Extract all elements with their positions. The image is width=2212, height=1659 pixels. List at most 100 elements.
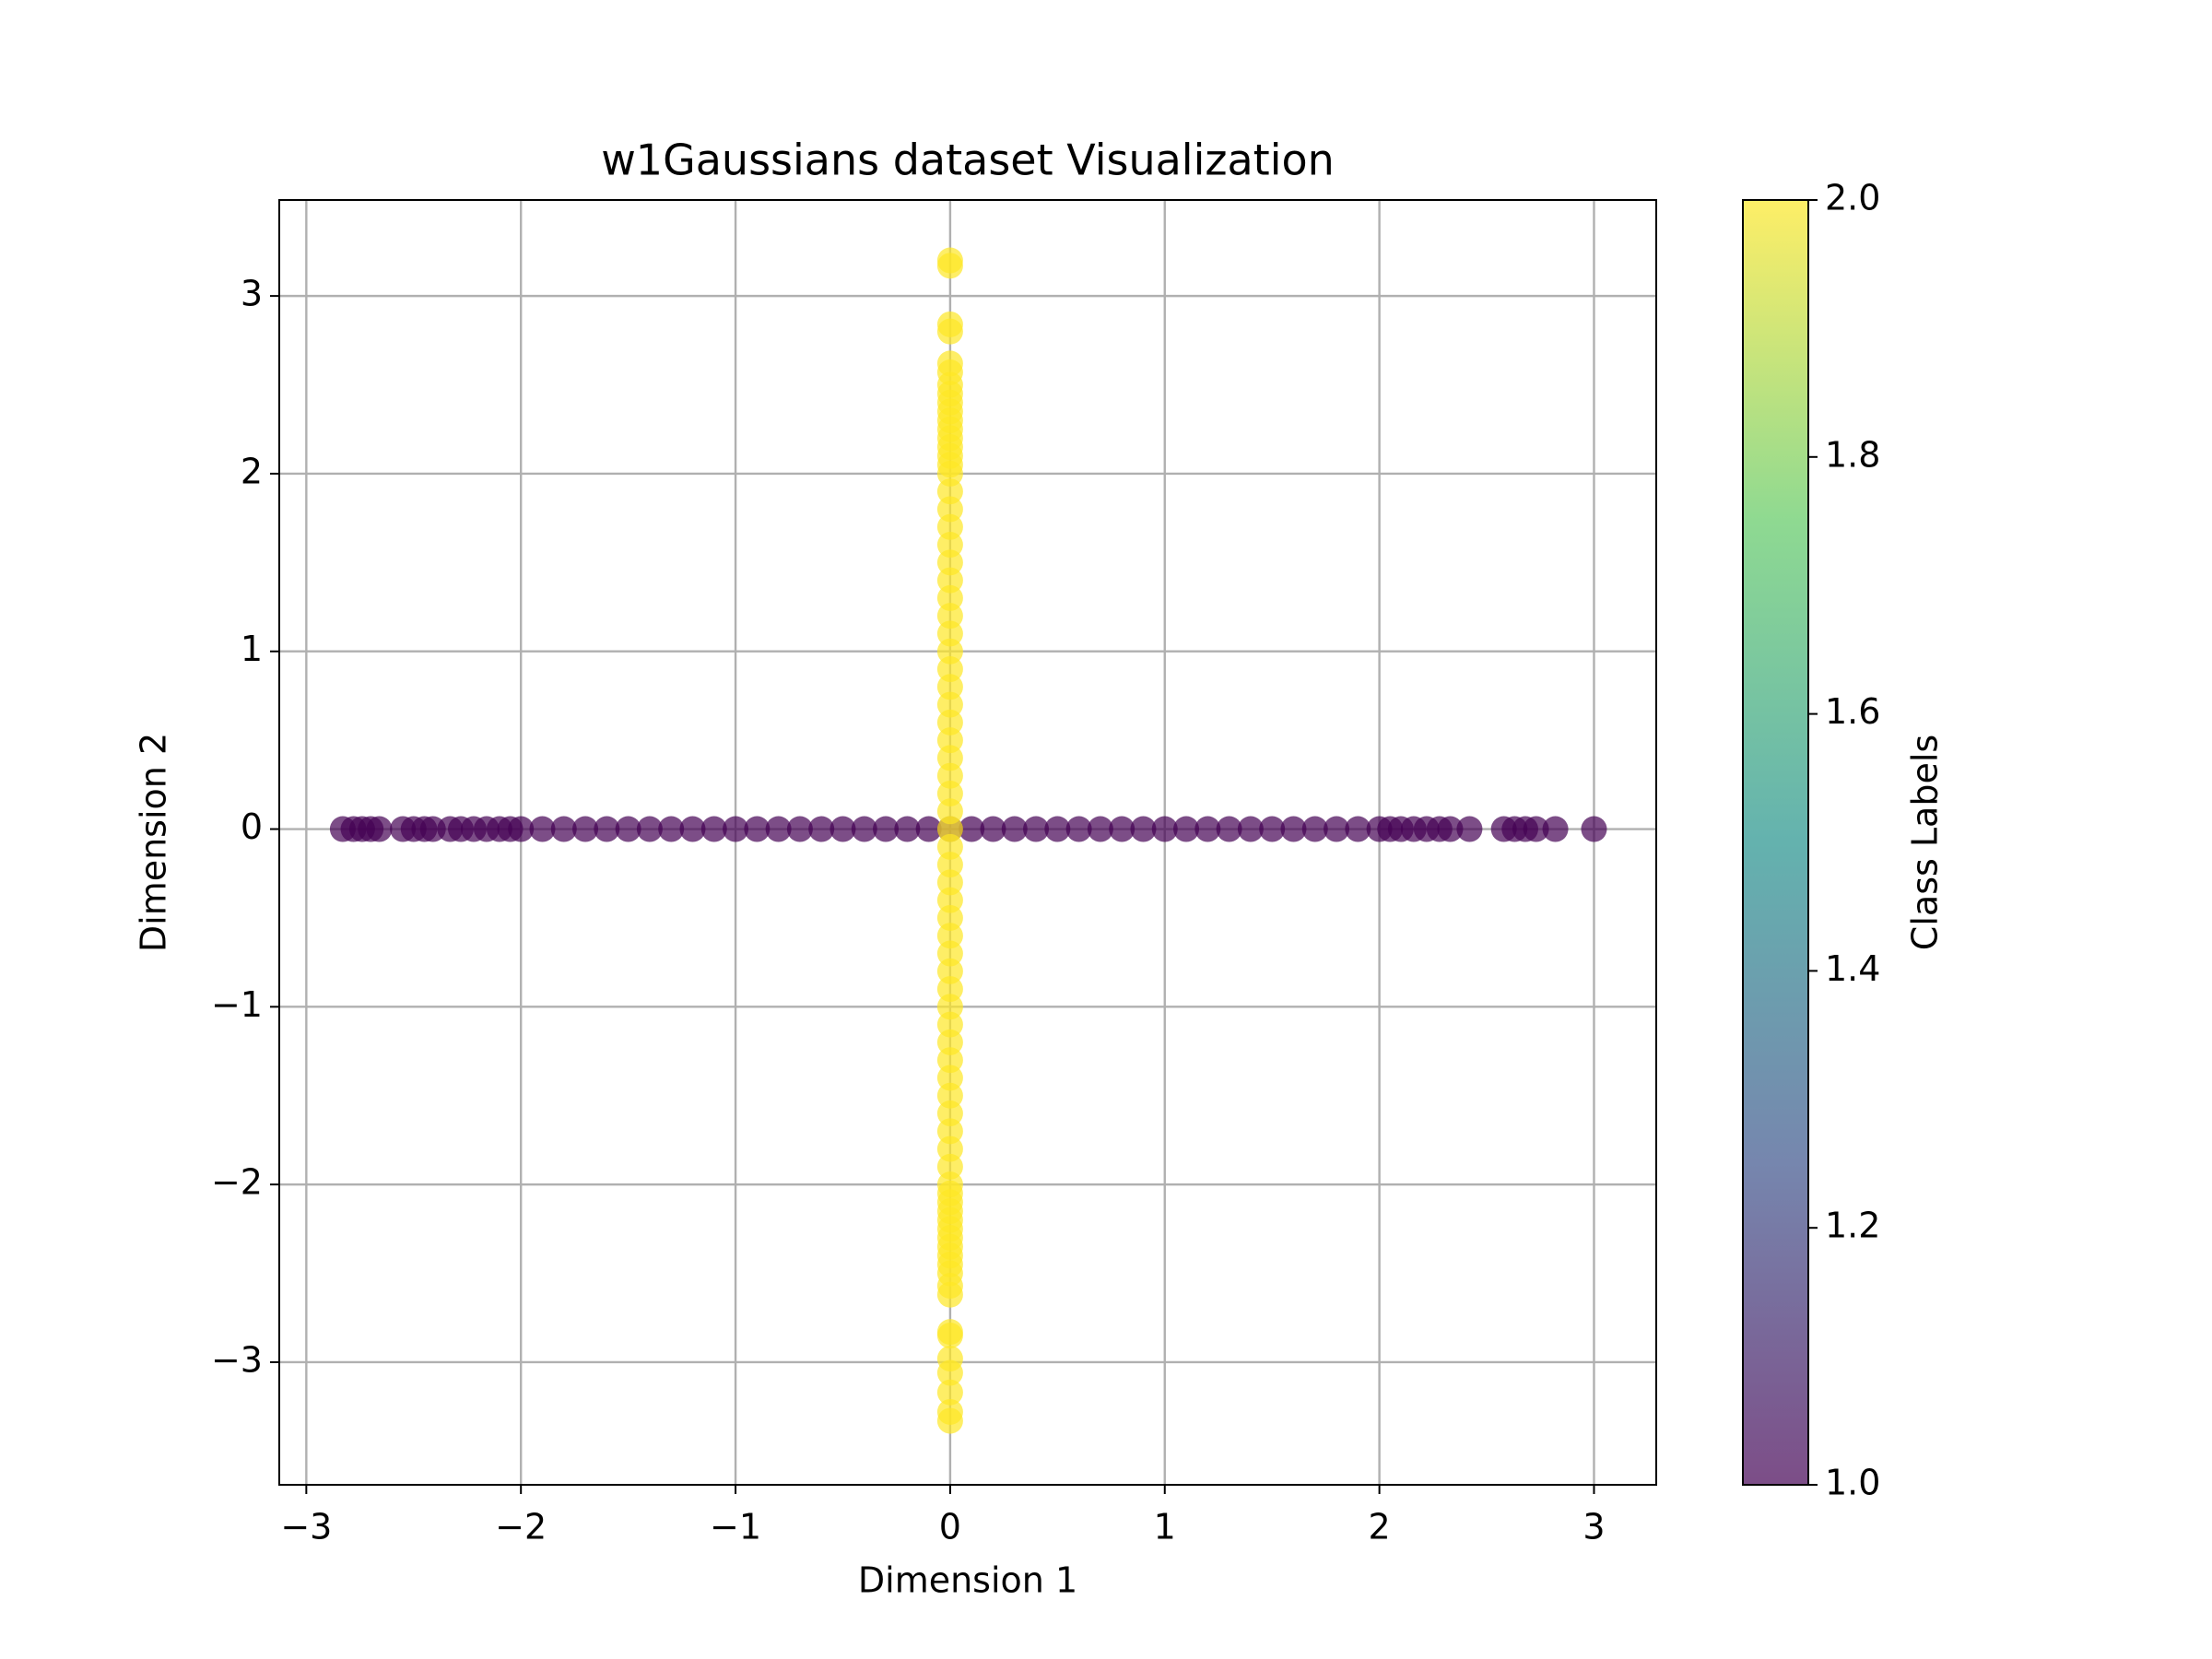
- point: [915, 816, 942, 842]
- point: [851, 816, 877, 842]
- point: [936, 1135, 963, 1162]
- point: [1437, 816, 1464, 842]
- point: [1456, 816, 1483, 842]
- colorbar: [1742, 199, 1809, 1486]
- y-axis-label: Dimension 2: [134, 733, 174, 952]
- point: [1087, 816, 1113, 842]
- point: [936, 709, 963, 735]
- point: [1345, 816, 1371, 842]
- point: [572, 816, 599, 842]
- point: [936, 1029, 963, 1055]
- point: [936, 816, 963, 842]
- x-tick-label: −1: [710, 1507, 761, 1547]
- point: [936, 350, 963, 377]
- point: [936, 247, 963, 274]
- point: [936, 994, 963, 1020]
- point: [936, 1346, 963, 1372]
- point: [1280, 816, 1307, 842]
- colorbar-tick-label: 1.4: [1825, 948, 1880, 989]
- series: [329, 816, 1607, 842]
- colorbar-tick-label: 2.0: [1825, 178, 1880, 218]
- point: [1259, 816, 1286, 842]
- point: [550, 816, 577, 842]
- x-axis-label: Dimension 1: [858, 1560, 1077, 1601]
- colorbar-tick-label: 1.0: [1825, 1463, 1880, 1503]
- point: [936, 1319, 963, 1346]
- point: [936, 852, 963, 878]
- point: [936, 745, 963, 771]
- point: [1023, 816, 1050, 842]
- series: [936, 247, 963, 1434]
- point: [936, 958, 963, 984]
- point: [936, 780, 963, 806]
- point: [1001, 816, 1028, 842]
- point: [700, 816, 727, 842]
- point: [873, 816, 900, 842]
- point: [765, 816, 792, 842]
- point: [936, 1171, 963, 1198]
- point: [936, 1379, 963, 1406]
- point: [1216, 816, 1242, 842]
- point: [786, 816, 813, 842]
- x-tick-label: −3: [280, 1507, 332, 1547]
- y-tick-label: 0: [241, 806, 263, 847]
- point: [1301, 816, 1328, 842]
- point: [1130, 816, 1157, 842]
- point: [936, 762, 963, 789]
- point: [936, 798, 963, 825]
- point: [936, 584, 963, 611]
- point: [1237, 816, 1264, 842]
- point: [1173, 816, 1200, 842]
- point: [936, 923, 963, 949]
- point: [508, 816, 535, 842]
- y-tick-label: −3: [211, 1339, 263, 1380]
- point: [936, 674, 963, 700]
- colorbar-label: Class Labels: [1905, 735, 1946, 950]
- point: [1044, 816, 1071, 842]
- point: [529, 816, 556, 842]
- colorbar-tick-label: 1.8: [1825, 434, 1880, 475]
- point: [936, 532, 963, 559]
- point: [936, 691, 963, 718]
- y-tick-label: −2: [211, 1162, 263, 1203]
- point: [936, 940, 963, 967]
- y-tick-label: 3: [241, 274, 263, 314]
- point: [1324, 816, 1350, 842]
- x-tick-label: 1: [1154, 1507, 1176, 1547]
- point: [894, 816, 921, 842]
- colorbar-tick-label: 1.2: [1825, 1206, 1880, 1246]
- point: [1065, 816, 1092, 842]
- point: [936, 1082, 963, 1109]
- point: [1523, 816, 1549, 842]
- chart-title: w1Gaussians dataset Visualization: [601, 135, 1335, 185]
- point: [936, 567, 963, 594]
- point: [1151, 816, 1178, 842]
- y-tick-label: 2: [241, 451, 263, 491]
- point: [1109, 816, 1135, 842]
- point: [936, 1065, 963, 1091]
- x-tick-label: 2: [1369, 1507, 1391, 1547]
- point: [679, 816, 706, 842]
- point: [936, 656, 963, 683]
- point: [936, 620, 963, 647]
- point: [723, 816, 749, 842]
- point: [936, 496, 963, 523]
- point: [936, 869, 963, 896]
- point: [936, 833, 963, 860]
- point: [808, 816, 835, 842]
- point: [936, 513, 963, 540]
- point: [615, 816, 641, 842]
- point: [1581, 816, 1607, 842]
- point: [936, 727, 963, 754]
- point: [936, 549, 963, 576]
- point: [936, 638, 963, 665]
- point: [936, 1398, 963, 1425]
- point: [959, 816, 985, 842]
- point: [936, 904, 963, 931]
- point: [366, 816, 393, 842]
- point: [1194, 816, 1221, 842]
- colorbar-tick-label: 1.6: [1825, 691, 1880, 732]
- point: [936, 311, 963, 337]
- point: [936, 887, 963, 913]
